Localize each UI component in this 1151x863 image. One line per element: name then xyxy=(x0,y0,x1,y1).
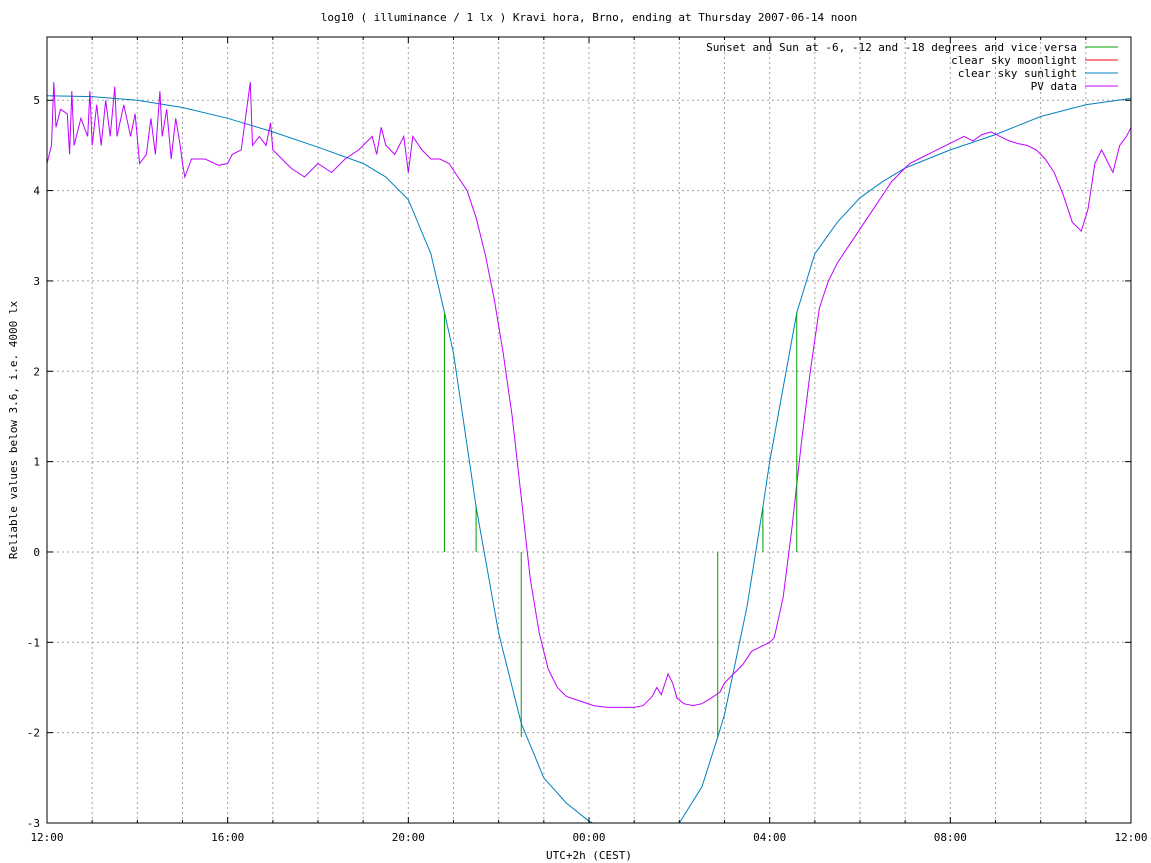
x-tick-label: 00:00 xyxy=(572,831,605,844)
y-tick-label: 5 xyxy=(33,94,40,107)
legend-label: PV data xyxy=(1031,80,1077,93)
legend-label: clear sky sunlight xyxy=(958,67,1077,80)
legend: Sunset and Sun at -6, -12 and -18 degree… xyxy=(706,41,1118,93)
y-tick-label: 3 xyxy=(33,275,40,288)
y-tick-label: 1 xyxy=(33,456,40,469)
tick-labels: 12:00 16:00 20:00 00:00 04:00 08:00 12:00-3-2-… xyxy=(27,94,1148,844)
clear-sky-sunlight-line xyxy=(47,95,1131,823)
plot-frame xyxy=(46,36,1132,824)
x-tick-label: 08:00 xyxy=(934,831,967,844)
y-tick-label: 2 xyxy=(33,365,40,378)
plot-series xyxy=(47,82,1131,823)
y-tick-label: 0 xyxy=(33,546,40,559)
x-tick-label: 20:00 xyxy=(392,831,425,844)
y-tick-label: -1 xyxy=(27,636,40,649)
x-axis-label: UTC+2h (CEST) xyxy=(546,849,632,862)
x-tick-label: 04:00 xyxy=(753,831,786,844)
grid xyxy=(47,37,1131,823)
chart-title: log10 ( illuminance / 1 lx ) Kravi hora,… xyxy=(321,11,857,24)
pv-data-line xyxy=(47,82,1131,708)
x-tick-label: 12:00 xyxy=(1114,831,1147,844)
tick-marks xyxy=(47,37,1131,824)
y-tick-label: -3 xyxy=(27,817,40,830)
y-tick-label: -2 xyxy=(27,727,40,740)
x-tick-label: 12:00 xyxy=(30,831,63,844)
y-axis-label: Reliable values below 3.6, i.e. 4000 lx xyxy=(7,300,20,559)
x-tick-label: 16:00 xyxy=(211,831,244,844)
y-tick-label: 4 xyxy=(33,185,40,198)
legend-label: clear sky moonlight xyxy=(951,54,1077,67)
legend-label: Sunset and Sun at -6, -12 and -18 degree… xyxy=(706,41,1077,54)
